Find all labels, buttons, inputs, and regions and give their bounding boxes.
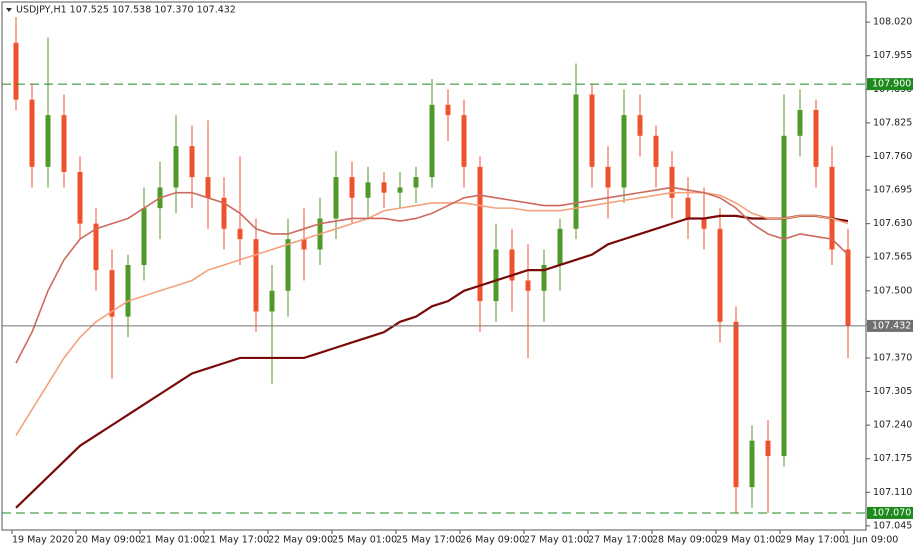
moving-average: [15, 191, 849, 436]
candle-body: [605, 166, 611, 188]
candle-body: [461, 115, 467, 167]
candle-body: [333, 177, 339, 219]
candle-body: [493, 249, 499, 302]
y-tick-label: 107.760: [873, 151, 912, 162]
candle-body: [173, 146, 179, 188]
menu-arrow: [6, 8, 12, 12]
y-tick-label: 107.565: [873, 252, 912, 263]
candle-body: [685, 197, 691, 219]
x-tick-label: 27 May 17:00: [588, 535, 653, 546]
candle-body: [637, 115, 643, 136]
candle-body: [589, 94, 595, 167]
candle-body: [125, 264, 131, 317]
level-label: 107.900: [872, 79, 911, 90]
level-label-box: [867, 319, 913, 332]
candle-body: [365, 182, 371, 198]
candle-body: [813, 109, 819, 167]
y-tick-label: 107.110: [873, 487, 912, 498]
candle-body: [477, 166, 483, 302]
candle-body: [221, 197, 227, 229]
candle-body: [733, 321, 739, 488]
candle-body: [797, 109, 803, 136]
candle-body: [717, 228, 723, 322]
level-label-box: [867, 506, 913, 519]
candle-body: [205, 177, 211, 198]
y-tick-label: 107.045: [873, 520, 912, 531]
candle-body: [413, 177, 419, 188]
moving-average: [15, 214, 849, 509]
candle-body: [93, 223, 99, 271]
x-tick-label: 26 May 09:00: [460, 535, 525, 546]
candle-body: [557, 228, 563, 265]
candle-body: [445, 104, 451, 116]
candle-body: [781, 135, 787, 457]
candle-body: [397, 187, 403, 193]
x-tick-label: 29 May 01:00: [716, 535, 781, 546]
candle-body: [429, 104, 435, 178]
candle-body: [381, 182, 387, 193]
candle-body: [621, 115, 627, 188]
y-tick-label: 107.305: [873, 386, 912, 397]
y-tick-label: 107.825: [873, 117, 912, 128]
candle-body: [45, 115, 51, 167]
candle-body: [29, 99, 35, 167]
chart-title: USDJPY,H1 107.525 107.538 107.370 107.43…: [16, 5, 236, 16]
candle-body: [141, 208, 147, 265]
candle-body: [189, 146, 195, 178]
x-tick-label: 28 May 09:00: [652, 535, 717, 546]
x-tick-label: 19 May 2020: [12, 535, 74, 546]
candle-body: [285, 239, 291, 291]
candle-body: [237, 228, 243, 240]
candle-body: [61, 115, 67, 172]
x-tick-label: 25 May 01:00: [332, 535, 397, 546]
y-tick-label: 107.240: [873, 420, 912, 431]
level-label-box: [867, 78, 913, 91]
level-label: 107.432: [872, 320, 911, 331]
x-tick-label: 1 Jun 09:00: [844, 535, 898, 546]
x-tick-label: 22 May 09:00: [268, 535, 333, 546]
x-tick-label: 29 May 17:00: [780, 535, 845, 546]
y-tick-label: 107.630: [873, 218, 912, 229]
x-tick-label: 25 May 17:00: [396, 535, 461, 546]
x-tick-label: 21 May 01:00: [140, 535, 205, 546]
y-tick-label: 108.020: [873, 17, 912, 28]
candle-body: [13, 42, 19, 100]
y-tick-label: 107.500: [873, 285, 912, 296]
candle-body: [77, 171, 83, 224]
x-tick-label: 20 May 09:00: [76, 535, 141, 546]
level-label: 107.070: [872, 507, 911, 518]
candle-body: [765, 440, 771, 457]
x-tick-label: 21 May 17:00: [204, 535, 269, 546]
x-tick-label: 27 May 01:00: [524, 535, 589, 546]
candle-body: [301, 239, 307, 250]
y-tick-label: 107.370: [873, 352, 912, 363]
candle-body: [253, 239, 259, 312]
candle-body: [109, 270, 115, 317]
candle-body: [349, 177, 355, 198]
candle-body: [541, 264, 547, 291]
y-tick-label: 107.955: [873, 50, 912, 61]
candle-body: [653, 135, 659, 167]
candle-body: [509, 249, 515, 281]
candle-body: [669, 166, 675, 198]
candle-body: [701, 218, 707, 229]
moving-average: [15, 186, 849, 364]
candle-body: [573, 94, 579, 229]
y-tick-label: 107.175: [873, 453, 912, 464]
candle-body: [525, 280, 531, 291]
candle-body: [749, 440, 755, 488]
candle-body: [845, 249, 851, 326]
candle-body: [269, 290, 275, 312]
y-tick-label: 107.695: [873, 185, 912, 196]
candle-body: [829, 166, 835, 250]
